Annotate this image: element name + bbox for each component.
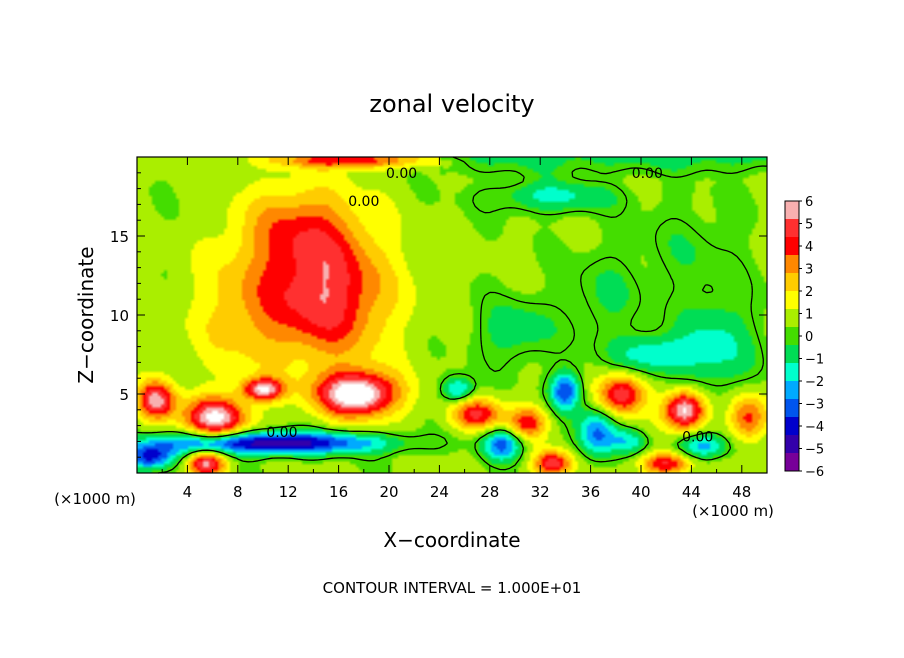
x-tick-label: 12 <box>279 483 298 501</box>
colorbar-tick-label: −6 <box>805 465 824 480</box>
colorbar: 6 5 4 3 2 1 0 −1 −2 −3 −4 −5 −6 <box>784 195 824 480</box>
contour-label: 0.00 <box>348 194 379 210</box>
y-axis-label: Z−coordinate <box>74 246 98 383</box>
x-tick-label: 48 <box>732 483 751 501</box>
colorbar-bin <box>785 237 799 256</box>
colorbar-tick-label: −3 <box>805 398 824 413</box>
x-tick-label: 20 <box>379 483 398 501</box>
colorbar-tick-label: 4 <box>805 240 813 255</box>
colorbar-bin <box>785 219 799 238</box>
colorbar-bin <box>785 327 799 346</box>
y-axis: 5 10 15 <box>110 172 767 458</box>
contour-interval-footer: CONTOUR INTERVAL = 1.000E+01 <box>323 579 582 597</box>
heatmap-image <box>137 157 767 473</box>
chart-title: zonal velocity <box>369 90 534 118</box>
x-tick-label: 28 <box>480 483 499 501</box>
colorbar-bin <box>785 435 799 454</box>
colorbar-bin <box>785 453 799 472</box>
x-tick-label: 8 <box>233 483 243 501</box>
x-tick-label: 32 <box>531 483 550 501</box>
colorbar-tick-label: −4 <box>805 420 824 435</box>
colorbar-bin <box>785 345 799 364</box>
x-unit-left: (×1000 m) <box>54 490 136 508</box>
colorbar-bin <box>785 255 799 274</box>
colorbar-bin <box>785 363 799 382</box>
x-axis: 4 8 12 16 20 24 28 32 36 40 44 48 <box>161 157 751 501</box>
x-tick-label: 4 <box>183 483 193 501</box>
x-tick-label: 36 <box>581 483 600 501</box>
x-tick-label: 40 <box>631 483 650 501</box>
colorbar-tick-label: 6 <box>805 195 813 210</box>
colorbar-bin <box>785 309 799 328</box>
colorbar-tick-label: 1 <box>805 308 813 323</box>
colorbar-tick-label: −1 <box>805 353 824 368</box>
contour-labels: 0.00 0.00 0.00 0.00 0.00 <box>266 166 713 446</box>
colorbar-bin <box>785 291 799 310</box>
x-unit-right: (×1000 m) <box>692 502 774 520</box>
x-axis-label: X−coordinate <box>383 528 520 552</box>
y-tick-label: 15 <box>110 228 129 246</box>
colorbar-bin <box>785 399 799 418</box>
colorbar-tick-label: 0 <box>805 330 813 345</box>
plot-area: 0.00 0.00 0.00 0.00 0.00 <box>136 156 768 474</box>
contour-label: 0.00 <box>632 166 663 182</box>
contour-label: 0.00 <box>386 166 417 182</box>
colorbar-bin <box>785 381 799 400</box>
colorbar-tick-label: 3 <box>805 263 813 278</box>
x-tick-label: 16 <box>329 483 348 501</box>
colorbar-tick-label: 2 <box>805 285 813 300</box>
x-tick-label: 24 <box>430 483 449 501</box>
colorbar-bin <box>785 201 799 220</box>
contour-label: 0.00 <box>682 430 713 446</box>
x-tick-label: 44 <box>682 483 701 501</box>
y-tick-label: 5 <box>119 386 129 404</box>
colorbar-tick-label: −2 <box>805 375 824 390</box>
colorbar-bin <box>785 417 799 436</box>
colorbar-tick-label: 5 <box>805 218 813 233</box>
contour-label: 0.00 <box>266 425 297 441</box>
colorbar-bin <box>785 273 799 292</box>
y-tick-label: 10 <box>110 307 129 325</box>
colorbar-tick-label: −5 <box>805 443 824 458</box>
